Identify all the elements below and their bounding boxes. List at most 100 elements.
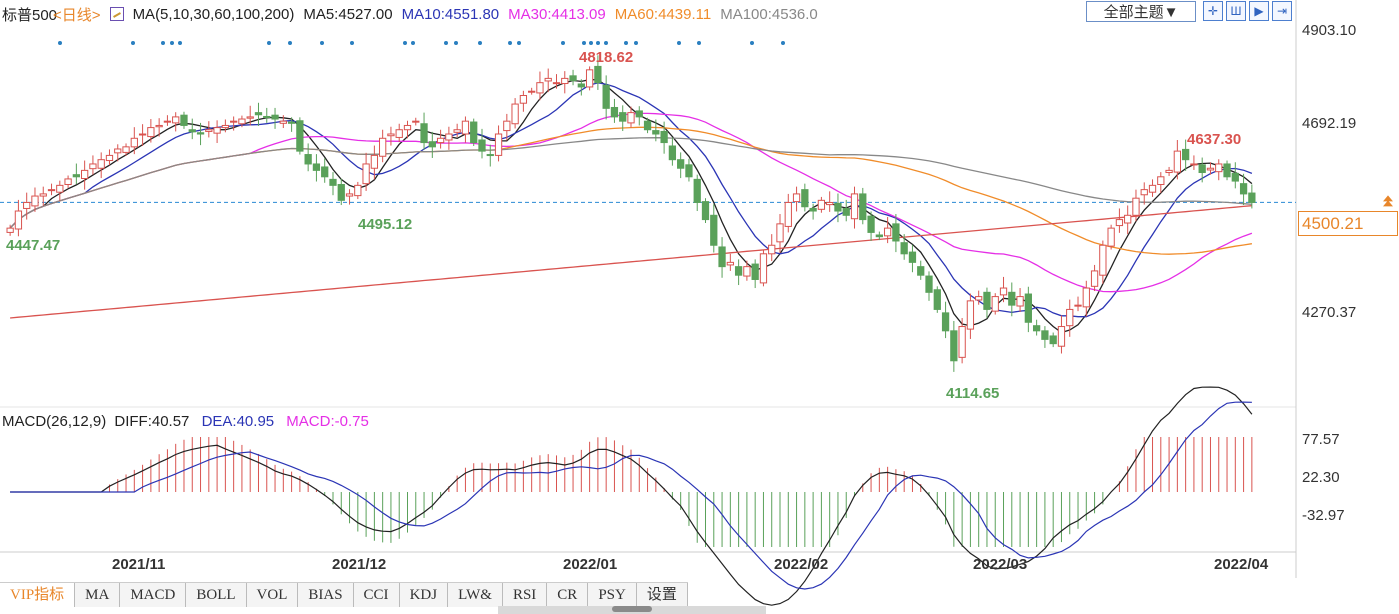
candle-body xyxy=(428,141,436,148)
candle-body xyxy=(436,137,445,144)
tab-bias[interactable]: BIAS xyxy=(298,583,354,607)
candle-body xyxy=(933,289,941,310)
candle-body xyxy=(660,130,668,144)
theme-select[interactable]: 全部主题▼ xyxy=(1086,1,1196,22)
tab-cci[interactable]: CCI xyxy=(353,583,400,607)
candle-body xyxy=(114,148,122,154)
candle-body xyxy=(453,129,461,133)
tab-settings[interactable]: 设置 xyxy=(636,583,688,607)
dea-line xyxy=(10,401,1252,590)
candle-body xyxy=(23,201,31,209)
price-tick-low: 4270.37 xyxy=(1302,304,1357,321)
tab-psy[interactable]: PSY xyxy=(588,583,637,607)
signal-dot xyxy=(320,41,324,45)
candle-body xyxy=(412,120,420,123)
scroll-thumb[interactable] xyxy=(612,606,652,612)
crosshair-icon[interactable]: ✛ xyxy=(1203,1,1223,21)
candle-body xyxy=(387,133,395,137)
candle-body xyxy=(1248,192,1256,203)
macd-value: MACD:-0.75 xyxy=(286,413,369,430)
candle-body xyxy=(337,183,345,201)
candle-body xyxy=(503,120,511,132)
macd-panel xyxy=(10,386,1253,606)
tab-vol[interactable]: VOL xyxy=(246,583,299,607)
candle-body xyxy=(379,137,387,157)
low-annotation: 4114.65 xyxy=(946,385,1000,402)
candle-body xyxy=(213,127,221,134)
signal-dot xyxy=(589,41,593,45)
candle-body xyxy=(519,95,528,104)
candle-body xyxy=(718,246,726,268)
signal-dot xyxy=(350,41,354,45)
candle-body xyxy=(908,251,917,263)
candle-body xyxy=(892,223,900,242)
signal-dot xyxy=(454,41,458,45)
candle-body xyxy=(122,146,130,153)
candle-body xyxy=(693,178,701,203)
tab-cr[interactable]: CR xyxy=(547,583,589,607)
tab-kdj[interactable]: KDJ xyxy=(399,583,449,607)
macd-title[interactable]: MACD(26,12,9) xyxy=(2,413,107,430)
candle-body xyxy=(287,121,296,124)
bars-icon[interactable]: Ш xyxy=(1226,1,1246,21)
tab-vip[interactable]: VIP指标 xyxy=(0,583,76,607)
date-label-feb: 2022/02 xyxy=(774,556,829,573)
candle-body xyxy=(1057,326,1066,347)
candle-body xyxy=(230,120,238,123)
candle-body xyxy=(867,215,875,233)
tab-boll[interactable]: BOLL xyxy=(186,583,247,607)
candle-body xyxy=(64,178,72,185)
candle-body xyxy=(370,154,379,169)
candle-body xyxy=(1008,291,1016,306)
candle-body xyxy=(354,184,362,197)
candle-body xyxy=(147,127,155,138)
candle-body xyxy=(196,132,205,135)
signal-dot xyxy=(508,41,512,45)
ma100-value: MA100:4536.0 xyxy=(720,5,818,23)
candle-body xyxy=(883,227,892,237)
signal-dot xyxy=(178,41,182,45)
signal-dot xyxy=(444,41,448,45)
candle-body xyxy=(941,312,950,332)
date-label-mar: 2022/03 xyxy=(973,556,1028,573)
candle-body xyxy=(991,296,999,312)
ma-legend: 标普500 <日线> MA(5,10,30,60,100,200) MA5:45… xyxy=(2,4,827,24)
candle-body xyxy=(809,207,817,212)
candle-body xyxy=(1165,169,1173,174)
tab-macd[interactable]: MACD xyxy=(120,583,187,607)
candle-body xyxy=(304,154,312,165)
candle-body xyxy=(221,124,230,129)
candle-body xyxy=(470,121,478,144)
candle-body xyxy=(842,207,850,216)
candle-body xyxy=(1090,270,1099,287)
macd-tick-low: -32.97 xyxy=(1302,507,1345,524)
symbol-name[interactable]: 标普500 xyxy=(2,6,58,24)
tab-ma[interactable]: MA xyxy=(75,583,121,607)
candle-body xyxy=(1099,244,1107,276)
candle-body xyxy=(180,114,188,126)
candle-body xyxy=(1082,287,1090,308)
period-label[interactable]: <日线> xyxy=(53,6,101,24)
step-icon[interactable]: ⇥ xyxy=(1272,1,1292,21)
ma10-value: MA10:4551.80 xyxy=(401,5,500,23)
candle-body xyxy=(1132,197,1140,216)
signal-dot xyxy=(624,41,628,45)
candle-body xyxy=(602,84,610,109)
candle-body xyxy=(1032,325,1041,332)
candle-body xyxy=(1190,163,1198,166)
candle-body xyxy=(329,178,337,186)
candle-body xyxy=(999,287,1008,296)
candle-body xyxy=(163,120,172,123)
candle-body xyxy=(677,159,685,169)
play-icon[interactable]: ▶ xyxy=(1249,1,1269,21)
tab-lw[interactable]: LW& xyxy=(448,583,503,607)
candle-body xyxy=(834,202,842,212)
candle-body xyxy=(701,201,710,221)
ma-settings-icon[interactable] xyxy=(109,7,124,21)
candle-body xyxy=(271,114,279,120)
tab-rsi[interactable]: RSI xyxy=(502,583,548,607)
candle-body xyxy=(784,201,792,227)
candle-body xyxy=(1016,296,1024,307)
candle-body xyxy=(734,266,743,276)
